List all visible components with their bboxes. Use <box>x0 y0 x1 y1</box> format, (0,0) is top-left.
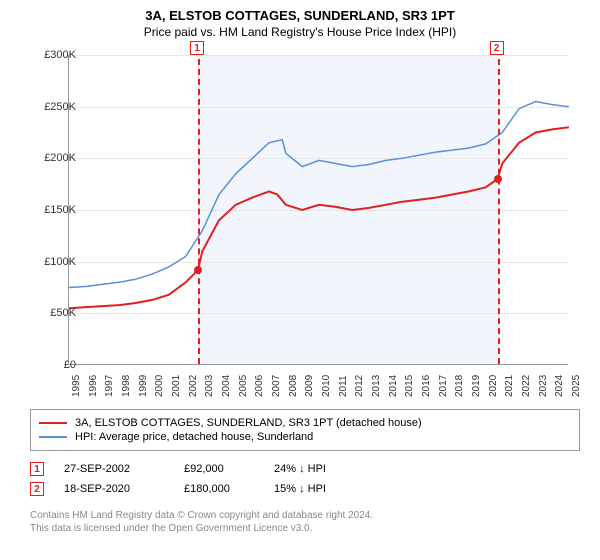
footer-attribution: Contains HM Land Registry data © Crown c… <box>30 509 580 535</box>
event-vline <box>198 49 200 364</box>
x-tick-label: 2002 <box>188 375 199 397</box>
event-date: 27-SEP-2002 <box>64 463 164 475</box>
y-tick-label: £250K <box>44 101 76 113</box>
chart-subtitle: Price paid vs. HM Land Registry's House … <box>0 23 600 45</box>
x-tick-label: 2015 <box>404 375 415 397</box>
y-tick-label: £200K <box>44 152 76 164</box>
price-point-dot <box>194 266 202 274</box>
x-tick-label: 1999 <box>138 375 149 397</box>
chart-area: 1995 1996 1997 1998 1999 2000 2001 2002 2003 2004… <box>20 45 580 405</box>
legend-label: 3A, ELSTOB COTTAGES, SUNDERLAND, SR3 1PT… <box>75 417 422 429</box>
price-point-dot <box>494 175 502 183</box>
x-tick-label: 2003 <box>204 375 215 397</box>
legend-swatch <box>39 422 67 424</box>
event-delta: 24% ↓ HPI <box>274 463 364 475</box>
chart-title: 3A, ELSTOB COTTAGES, SUNDERLAND, SR3 1PT <box>0 0 600 23</box>
legend-swatch <box>39 436 67 438</box>
event-vline <box>498 49 500 364</box>
x-tick-label: 2016 <box>421 375 432 397</box>
event-price: £180,000 <box>184 483 254 495</box>
x-tick-label: 2022 <box>521 375 532 397</box>
event-price: £92,000 <box>184 463 254 475</box>
events-table: 1 27-SEP-2002 £92,000 24% ↓ HPI 2 18-SEP… <box>30 459 580 499</box>
event-row: 1 27-SEP-2002 £92,000 24% ↓ HPI <box>30 459 580 479</box>
footer-line: This data is licensed under the Open Gov… <box>30 522 580 535</box>
line-series-svg <box>69 55 569 365</box>
x-tick-label: 2001 <box>171 375 182 397</box>
event-marker-icon: 1 <box>190 41 204 55</box>
x-tick-label: 2008 <box>288 375 299 397</box>
x-tick-label: 2000 <box>154 375 165 397</box>
event-delta: 15% ↓ HPI <box>274 483 364 495</box>
legend-row: HPI: Average price, detached house, Sund… <box>39 430 571 444</box>
x-tick-label: 2014 <box>388 375 399 397</box>
x-tick-label: 2004 <box>221 375 232 397</box>
chart-container: 3A, ELSTOB COTTAGES, SUNDERLAND, SR3 1PT… <box>0 0 600 560</box>
x-axis-labels: 1995 1996 1997 1998 1999 2000 2001 2002 2003 2004… <box>68 367 568 407</box>
y-tick-label: £300K <box>44 49 76 61</box>
x-tick-label: 2007 <box>271 375 282 397</box>
x-tick-label: 1995 <box>71 375 82 397</box>
event-marker-icon: 1 <box>30 462 44 476</box>
series-price_paid <box>69 127 569 308</box>
x-tick-label: 2011 <box>338 375 349 397</box>
x-tick-label: 2010 <box>321 375 332 397</box>
x-tick-label: 2012 <box>354 375 365 397</box>
x-tick-label: 2018 <box>454 375 465 397</box>
x-tick-label: 2019 <box>471 375 482 397</box>
x-tick-label: 2021 <box>504 375 515 397</box>
x-tick-label: 1998 <box>121 375 132 397</box>
y-tick-label: £150K <box>44 204 76 216</box>
y-tick-label: £100K <box>44 256 76 268</box>
y-tick-label: £0 <box>64 359 76 371</box>
event-marker-icon: 2 <box>30 482 44 496</box>
legend-box: 3A, ELSTOB COTTAGES, SUNDERLAND, SR3 1PT… <box>30 409 580 451</box>
footer-line: Contains HM Land Registry data © Crown c… <box>30 509 580 522</box>
event-marker-icon: 2 <box>490 41 504 55</box>
x-tick-label: 2023 <box>538 375 549 397</box>
x-tick-label: 2025 <box>571 375 582 397</box>
series-hpi <box>69 102 569 288</box>
event-date: 18-SEP-2020 <box>64 483 164 495</box>
x-tick-label: 2006 <box>254 375 265 397</box>
x-tick-label: 2013 <box>371 375 382 397</box>
legend-label: HPI: Average price, detached house, Sund… <box>75 431 313 443</box>
x-tick-label: 2020 <box>488 375 499 397</box>
y-tick-label: £50K <box>50 307 76 319</box>
x-tick-label: 2024 <box>554 375 565 397</box>
plot-area <box>68 55 568 365</box>
x-tick-label: 1996 <box>88 375 99 397</box>
event-row: 2 18-SEP-2020 £180,000 15% ↓ HPI <box>30 479 580 499</box>
x-tick-label: 2017 <box>438 375 449 397</box>
legend-row: 3A, ELSTOB COTTAGES, SUNDERLAND, SR3 1PT… <box>39 416 571 430</box>
x-tick-label: 2009 <box>304 375 315 397</box>
x-tick-label: 2005 <box>238 375 249 397</box>
x-tick-label: 1997 <box>104 375 115 397</box>
